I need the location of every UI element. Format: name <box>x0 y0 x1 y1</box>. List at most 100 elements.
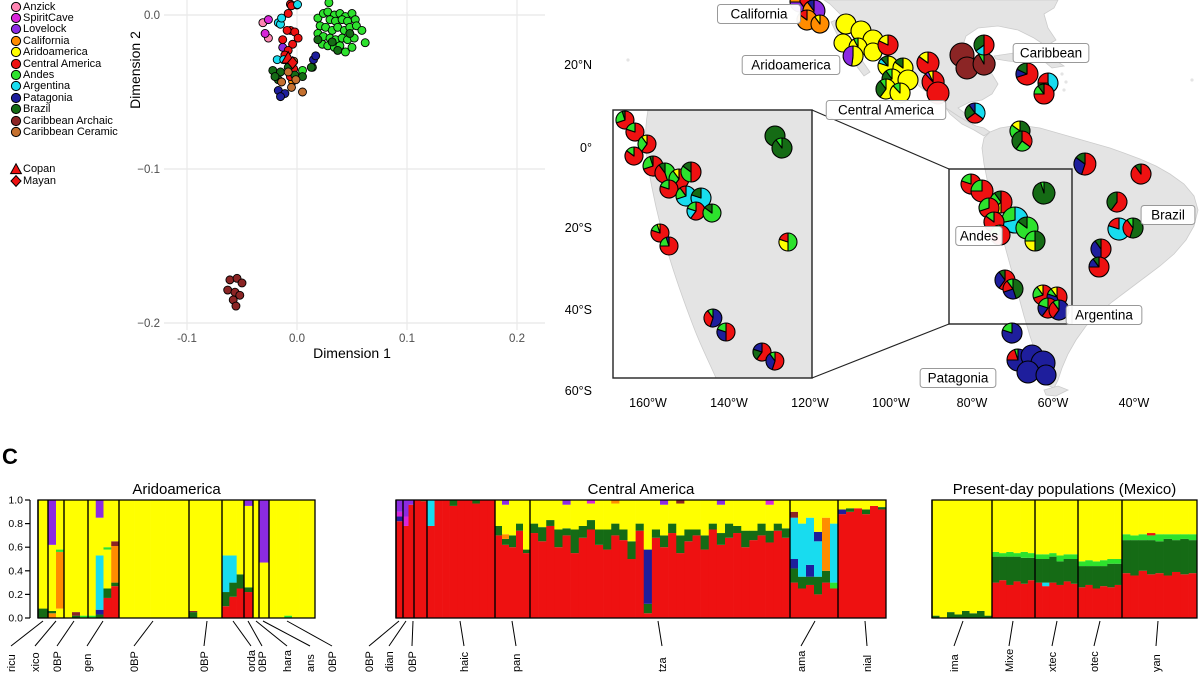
admix-bar-segment <box>790 568 799 583</box>
map-pie <box>1015 62 1039 86</box>
admix-bar-segment <box>64 500 73 618</box>
admix-bar-segment <box>765 500 775 505</box>
scatter-point-caribbean-archaic <box>231 301 241 311</box>
pie-slice <box>686 201 697 212</box>
scatter-point-andes <box>357 25 367 35</box>
pie-slice <box>679 185 687 197</box>
admix-bar-segment <box>668 533 677 618</box>
admix-bar-segment <box>530 533 539 618</box>
scatter-point-spiritcave <box>260 29 270 38</box>
small-island <box>1064 80 1068 84</box>
pie-slice <box>1037 72 1049 84</box>
region-label-central-america: Central America <box>838 103 935 118</box>
x-tick-label: 0.2 <box>509 333 525 345</box>
pie-slice <box>970 179 983 192</box>
pie-slice <box>624 146 644 166</box>
map-pie <box>889 82 911 104</box>
admix-bar-segment <box>427 500 435 526</box>
admix-bar-segment <box>442 500 450 618</box>
map-pie <box>1048 299 1070 321</box>
map-pie <box>680 161 702 183</box>
lat-tick-label: 0° <box>580 141 592 155</box>
callout-line <box>34 620 57 647</box>
admix-bar-segment <box>523 549 531 554</box>
circle-marker-icon <box>10 104 22 115</box>
chart-title: Present-day populations (Mexico) <box>953 481 1176 498</box>
admix-bar-segment <box>962 500 970 611</box>
scatter-point-brazil <box>345 29 355 38</box>
admix-bar-segment <box>814 594 823 618</box>
callout-line <box>459 620 465 647</box>
pie-slice <box>690 187 702 199</box>
admix-bar-segment <box>692 500 701 530</box>
admix-bar-segment <box>725 523 734 538</box>
admix-bar-segment <box>814 541 823 577</box>
pie-slice <box>1050 286 1058 298</box>
admix-bar-segment <box>838 500 847 510</box>
admix-bar-segment <box>56 500 65 550</box>
admix-bar-segment <box>165 500 174 618</box>
callout-line <box>1008 620 1014 647</box>
admix-bar-segment <box>244 587 254 593</box>
admix-bar-segment <box>1078 561 1086 567</box>
region-label-box <box>1140 205 1196 225</box>
chart-border <box>395 499 887 619</box>
admix-bar-segment <box>1070 583 1079 618</box>
admix-bar-segment <box>846 508 855 512</box>
admix-bar-segment <box>862 500 871 510</box>
admix-bar-segment <box>269 500 277 618</box>
admix-bar-segment <box>80 500 89 616</box>
callout-line <box>411 620 414 647</box>
admix-bar-segment <box>741 547 750 618</box>
admix-bar-segment <box>586 529 596 618</box>
admix-bar-segment <box>692 529 701 536</box>
pie-slice <box>1035 364 1057 386</box>
admix-bar-segment <box>814 500 823 532</box>
scatter-point-caribbean-archaic <box>237 278 247 288</box>
admix-bar-segment <box>1035 582 1043 618</box>
admix-bar-segment <box>1163 500 1173 535</box>
sample-label: nial <box>862 655 874 672</box>
admix-bar-segment <box>603 500 612 530</box>
pie-slice <box>968 102 976 114</box>
pie-slice <box>880 55 889 67</box>
admix-bar-segment <box>992 500 1000 552</box>
scatter-point-central-america <box>278 35 288 45</box>
admix-bar-segment <box>1049 500 1057 554</box>
admix-bar-segment <box>88 615 97 618</box>
legend-item: Andes <box>10 69 118 81</box>
admix-bar-segment <box>977 500 985 611</box>
admix-bar-segment <box>48 544 57 611</box>
sample-label: gen <box>82 654 94 672</box>
map-pie <box>1130 163 1152 185</box>
chart-border <box>37 499 316 619</box>
scatter-point-caribbean-ceramic <box>283 67 293 77</box>
admix-bar-segment <box>48 613 57 618</box>
admix-bar-segment <box>1100 500 1108 561</box>
admix-bar-segment <box>72 615 81 618</box>
map-pie <box>810 14 830 34</box>
admix-bar-segment <box>554 529 563 548</box>
admix-bar-segment <box>150 500 159 618</box>
region-label-patagonia: Patagonia <box>928 371 989 386</box>
scatter-point-caribbean-ceramic <box>287 82 296 92</box>
admix-bar-segment <box>798 500 807 524</box>
admix-bar-segment <box>708 523 718 530</box>
circle-marker-icon <box>10 12 22 24</box>
admix-bar-segment <box>570 529 580 554</box>
legend-item: Mayan <box>10 174 118 187</box>
admix-bar-segment <box>396 516 404 522</box>
admix-bar-segment <box>502 504 510 535</box>
admix-bar-segment <box>578 500 588 526</box>
admix-bar-segment <box>1188 534 1198 541</box>
admix-bar-segment <box>173 500 182 618</box>
admix-bar-segment <box>1172 540 1181 572</box>
admix-bar-segment <box>1078 500 1086 562</box>
pie-slice <box>810 14 830 34</box>
legend-item: Anzick <box>10 1 118 13</box>
admix-bar-segment <box>999 553 1007 557</box>
admix-bar-segment <box>562 500 571 505</box>
admix-bar-segment <box>595 529 604 545</box>
admix-bar-segment <box>299 500 308 618</box>
sample-label: 0BP <box>199 651 211 672</box>
